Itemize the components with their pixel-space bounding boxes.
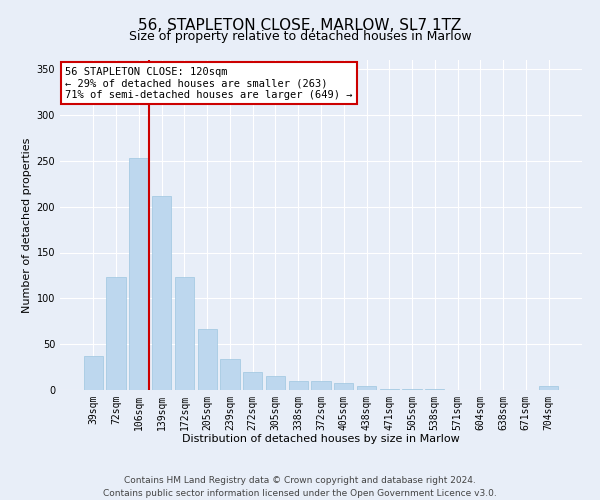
Bar	[266, 376, 285, 390]
Y-axis label: Number of detached properties: Number of detached properties	[22, 138, 32, 312]
Bar	[425, 389, 445, 390]
Bar	[152, 196, 172, 390]
Text: 56 STAPLETON CLOSE: 120sqm
← 29% of detached houses are smaller (263)
71% of sem: 56 STAPLETON CLOSE: 120sqm ← 29% of deta…	[65, 66, 353, 100]
Text: Contains HM Land Registry data © Crown copyright and database right 2024.
Contai: Contains HM Land Registry data © Crown c…	[103, 476, 497, 498]
Bar	[334, 382, 353, 390]
Text: Size of property relative to detached houses in Marlow: Size of property relative to detached ho…	[128, 30, 472, 43]
Bar	[175, 277, 194, 390]
Bar	[380, 389, 399, 390]
Bar	[129, 158, 149, 390]
X-axis label: Distribution of detached houses by size in Marlow: Distribution of detached houses by size …	[182, 434, 460, 444]
Bar	[106, 277, 126, 390]
Bar	[197, 328, 217, 390]
Bar	[220, 359, 239, 390]
Bar	[84, 356, 103, 390]
Text: 56, STAPLETON CLOSE, MARLOW, SL7 1TZ: 56, STAPLETON CLOSE, MARLOW, SL7 1TZ	[139, 18, 461, 32]
Bar	[311, 381, 331, 390]
Bar	[357, 386, 376, 390]
Bar	[289, 381, 308, 390]
Bar	[243, 372, 262, 390]
Bar	[539, 386, 558, 390]
Bar	[403, 389, 422, 390]
